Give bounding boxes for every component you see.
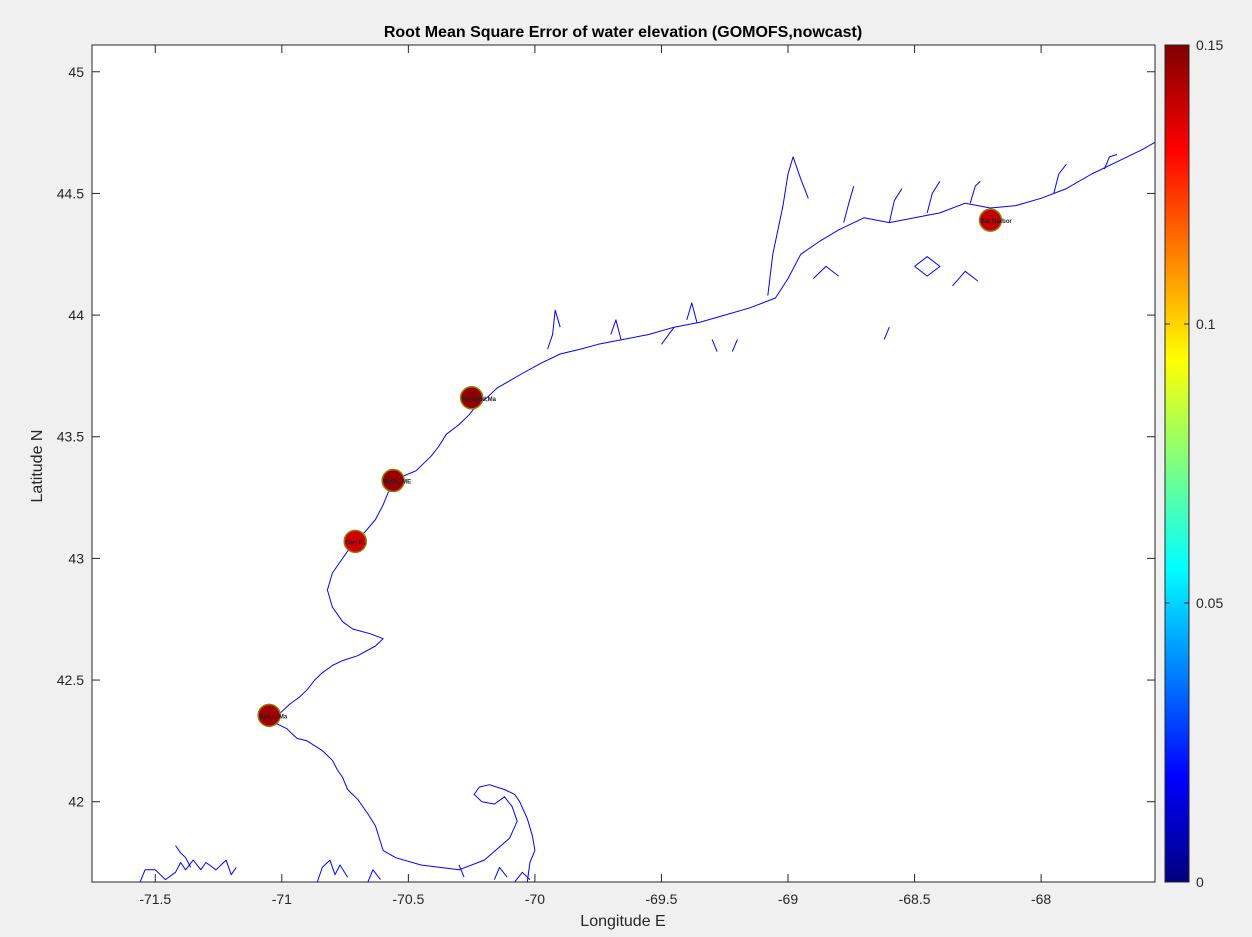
y-tick-label: 44	[68, 307, 84, 323]
coastline-segment	[367, 869, 381, 882]
colorbar-tick-label: 0	[1196, 874, 1204, 890]
coastline-segment	[952, 270, 979, 287]
coastline-segment	[1053, 163, 1067, 194]
coastline-segment	[686, 302, 698, 323]
station-label: Bos..., Ma	[259, 714, 288, 720]
x-axis-label: Longitude E	[580, 913, 665, 930]
coastline-segment	[458, 864, 465, 878]
station-marker[interactable]	[343, 529, 367, 554]
coastline-segment	[316, 859, 349, 882]
x-tick-label: -71	[272, 891, 292, 907]
y-tick-label: 42	[68, 794, 84, 810]
axis-ticks: -71.5 -71 -70.5 -70 -69.5 -69 -68.5 -68 42 42.5 43…	[57, 45, 1155, 907]
colorbar	[1164, 44, 1190, 883]
axes-box	[91, 44, 1156, 883]
coastline-segment	[969, 180, 981, 204]
colorbar-ticks: 0 0.05 0.1 0.15	[1165, 37, 1223, 890]
plot-area	[92, 45, 1155, 882]
coastline-segment	[812, 265, 839, 279]
coastline-segment	[661, 326, 675, 345]
coastline-segment	[493, 866, 508, 880]
y-axis-label: Latitude N	[29, 430, 46, 503]
coastline-segment	[731, 339, 738, 352]
coastline-segment	[883, 327, 890, 340]
y-tick-label: 45	[68, 64, 84, 80]
x-tick-label: -70.5	[392, 891, 424, 907]
coastline-segment	[175, 845, 192, 868]
x-tick-label: -69	[778, 891, 798, 907]
station-marker[interactable]	[381, 468, 405, 493]
y-tick-label: 43	[68, 550, 84, 566]
station-marker[interactable]	[459, 386, 484, 410]
station-label: Portland,Ma	[462, 397, 497, 403]
x-tick-label: -69.5	[646, 891, 678, 907]
coastline-segment	[767, 156, 809, 296]
y-tick-label: 44.5	[57, 185, 84, 201]
stations-layer: Bos..., Ma Fort P... Wells, ME Portland,Ma B…	[257, 208, 1012, 728]
coastline-segment	[610, 319, 622, 340]
chart-title: Root Mean Square Error of water elevatio…	[384, 24, 862, 41]
x-tick-label: -70	[525, 891, 545, 907]
coastline-segment	[514, 871, 531, 882]
coastline-segment	[268, 141, 1155, 882]
colorbar-tick-label: 0.05	[1196, 595, 1223, 611]
station-marker[interactable]	[978, 208, 1003, 232]
y-tick-label: 43.5	[57, 429, 84, 445]
x-tick-label: -68	[1031, 891, 1051, 907]
coastline-segment	[914, 256, 941, 277]
station-marker[interactable]	[257, 703, 281, 728]
colorbar-tick-label: 0.1	[1196, 316, 1216, 332]
station-label: Bar Harbor	[980, 219, 1012, 225]
station-label: Fort P...	[345, 540, 367, 546]
y-tick-label: 42.5	[57, 672, 84, 688]
coastline-segment	[888, 188, 903, 223]
coastline-segment	[926, 181, 941, 214]
coastline-segment	[843, 185, 855, 223]
coastline-segment	[711, 339, 718, 352]
x-tick-label: -68.5	[899, 891, 931, 907]
x-tick-label: -71.5	[139, 891, 171, 907]
station-label: Wells, ME	[383, 480, 411, 486]
colorbar-tick-label: 0.15	[1196, 37, 1223, 53]
coastline	[139, 141, 1155, 882]
coastline-segment	[1103, 154, 1118, 170]
coastline-segment	[547, 309, 561, 350]
